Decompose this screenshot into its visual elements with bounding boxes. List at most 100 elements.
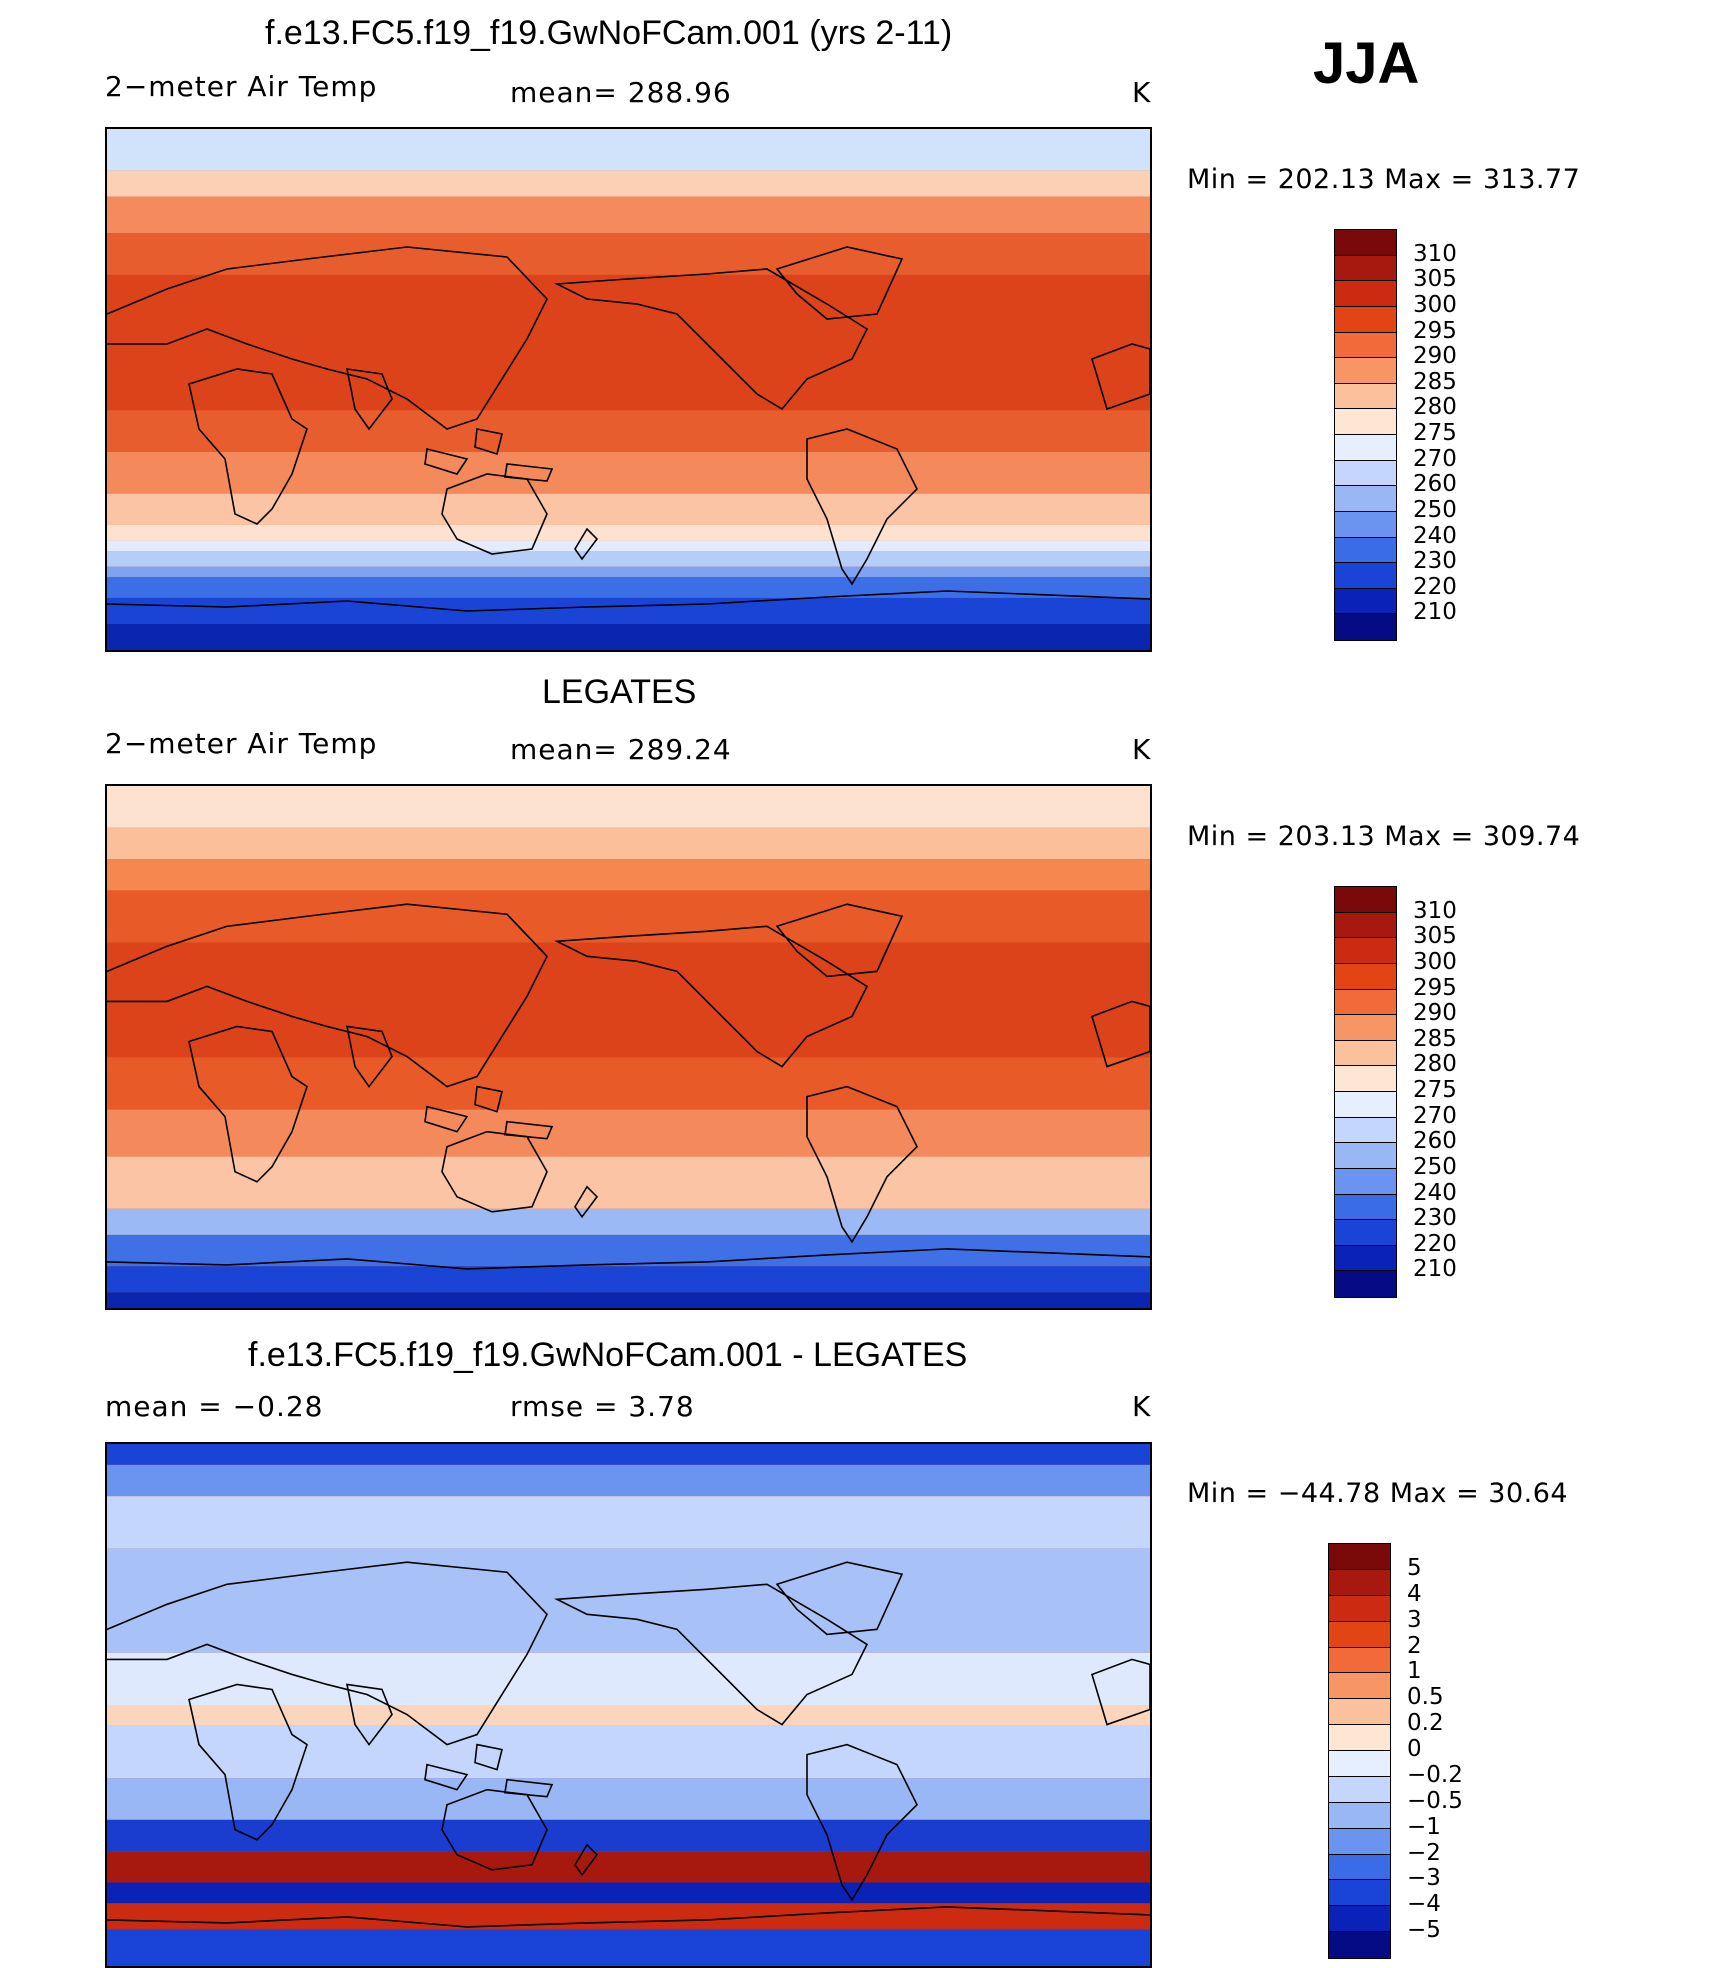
minmax-label: Min = 202.13 Max = 313.77 [1187, 164, 1581, 195]
coastline [441, 473, 548, 555]
field-band [107, 827, 1150, 860]
colorbar-tick-label: 290 [1413, 1000, 1457, 1027]
coastline [345, 1025, 393, 1088]
colorbar-cell [1335, 358, 1396, 384]
colorbar-cell [1335, 1194, 1396, 1221]
variable-label: 2−meter Air Temp [105, 70, 378, 103]
field-band [107, 623, 1150, 650]
field-band [107, 1725, 1150, 1779]
map-model [105, 127, 1152, 652]
colorbar-tick-label: 4 [1407, 1580, 1422, 1607]
colorbar-tick-label: 285 [1413, 1025, 1457, 1052]
colorbar-cell [1335, 912, 1396, 939]
colorbar-cell [1329, 1776, 1390, 1803]
field-band [107, 524, 1150, 541]
colorbar-cell [1329, 1725, 1390, 1751]
minmax-label: Min = 203.13 Max = 309.74 [1187, 821, 1581, 852]
colorbar-cell [1335, 409, 1396, 435]
coastline [574, 527, 599, 561]
field-band [107, 1464, 1150, 1497]
colorbar-cell [1335, 537, 1396, 564]
colorbar-cell [1335, 588, 1396, 615]
coastline [107, 590, 1150, 612]
colorbar-tick-label: 300 [1413, 291, 1457, 318]
colorbar-tick-label: −1 [1407, 1813, 1441, 1840]
field-band [107, 1548, 1150, 1653]
colorbar-tick-label: 0.2 [1407, 1710, 1444, 1737]
coastline [806, 1743, 918, 1902]
colorbar-cell [1335, 511, 1396, 538]
colorbar-tick-label: 220 [1413, 1230, 1457, 1257]
colorbar-cell [1335, 1117, 1396, 1144]
colorbar-tick-label: 5 [1407, 1554, 1422, 1581]
colorbar-cell [1335, 1015, 1396, 1041]
colorbar-cell [1335, 460, 1396, 487]
coastline [345, 368, 393, 431]
colorbar-cell [1329, 1544, 1390, 1570]
coastline [806, 1085, 918, 1244]
field-band [107, 233, 1150, 275]
colorbar-cell [1335, 332, 1396, 359]
coastline [554, 1583, 869, 1726]
colorbar-cell [1335, 1040, 1396, 1067]
colorbar-tick-label: 300 [1413, 948, 1457, 975]
field-band [107, 566, 1150, 578]
units-label: K [1132, 76, 1152, 109]
field-band [107, 942, 1150, 1058]
field-band [107, 170, 1150, 197]
coastline [474, 1085, 503, 1113]
field-band [107, 786, 1150, 828]
coastline [107, 1906, 1150, 1928]
coastline [574, 1185, 599, 1219]
colorbar-cell [1329, 1828, 1390, 1855]
colorbar-cell [1335, 963, 1396, 990]
coastline [1091, 343, 1150, 411]
coastline [504, 1778, 554, 1798]
colorbar-cell [1329, 1854, 1390, 1881]
colorbar-tick-label: 310 [1413, 240, 1457, 267]
colorbar-tick-label: 280 [1413, 1051, 1457, 1078]
coastline [806, 428, 918, 586]
map-diff [105, 1442, 1152, 1968]
colorbar-tick-label: 260 [1413, 1128, 1457, 1155]
field-band [107, 1705, 1150, 1726]
colorbar-tick-label: 250 [1413, 496, 1457, 523]
colorbar-tick-label: 220 [1413, 573, 1457, 600]
colorbar [1328, 1543, 1391, 1959]
colorbar-cell [1335, 614, 1396, 640]
colorbar-cell [1335, 281, 1396, 307]
colorbar-tick-label: 230 [1413, 548, 1457, 575]
colorbar-cell [1329, 1699, 1390, 1726]
coastline [188, 368, 308, 525]
colorbar-tick-label: 290 [1413, 343, 1457, 370]
colorbar-tick-label: 295 [1413, 974, 1457, 1001]
field-band [107, 1819, 1150, 1852]
colorbar-tick-label: −2 [1407, 1839, 1441, 1866]
field-band [107, 859, 1150, 891]
colorbar-cell [1335, 255, 1396, 282]
coastline [504, 463, 554, 482]
colorbar-tick-label: 275 [1413, 1077, 1457, 1103]
coastline [474, 1743, 503, 1771]
colorbar [1334, 886, 1397, 1298]
colorbar-cell [1335, 938, 1396, 964]
colorbar-tick-label: 0.5 [1407, 1684, 1444, 1711]
colorbar-cell [1329, 1673, 1390, 1700]
coastline [504, 1120, 554, 1140]
mean-label: mean= 289.24 [510, 733, 732, 766]
field-band [107, 410, 1150, 453]
panel-title: f.e13.FC5.f19_f19.GwNoFCam.001 (yrs 2-11… [265, 14, 953, 52]
coastline [424, 1105, 469, 1133]
season-label: JJA [1313, 31, 1420, 96]
coastlines [107, 903, 1150, 1270]
field-band [107, 540, 1150, 552]
colorbar-cell [1335, 1143, 1396, 1169]
field-band [107, 493, 1150, 525]
colorbar-tick-label: 270 [1413, 1102, 1457, 1129]
coastline [775, 246, 904, 320]
colorbar-cell [1335, 563, 1396, 589]
coastline [188, 1025, 308, 1183]
colorbar-cell [1329, 1932, 1390, 1958]
coastline [554, 268, 869, 411]
field-band [107, 1109, 1150, 1157]
